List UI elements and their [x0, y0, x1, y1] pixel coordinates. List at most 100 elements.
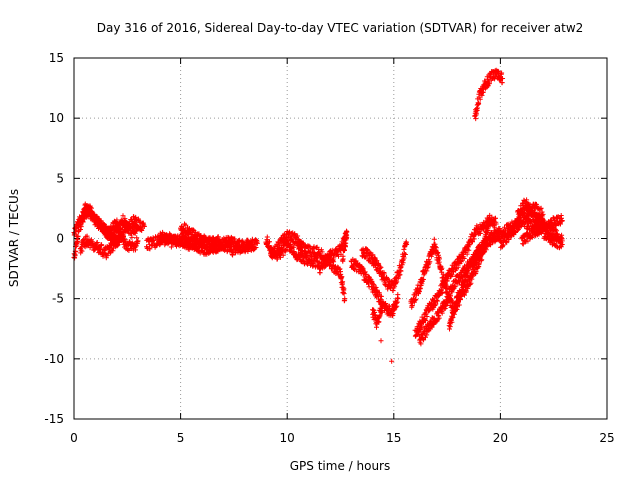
data-point — [127, 239, 133, 245]
data-point — [89, 205, 94, 211]
data-point — [280, 252, 286, 258]
data-point — [435, 250, 441, 255]
data-point — [558, 221, 563, 227]
data-point — [413, 297, 419, 303]
data-point — [479, 92, 485, 98]
data-point — [540, 229, 546, 235]
data-point — [306, 243, 312, 249]
data-point — [133, 243, 139, 249]
data-point — [88, 208, 94, 214]
data-point — [485, 227, 491, 233]
data-point — [464, 251, 470, 257]
data-point — [377, 312, 383, 318]
data-point — [121, 234, 126, 239]
chart-title: Day 316 of 2016, Sidereal Day-to-day VTE… — [97, 21, 584, 35]
data-point — [317, 270, 323, 276]
data-point — [360, 265, 366, 271]
data-point — [442, 278, 448, 284]
data-point — [439, 265, 445, 271]
data-point — [418, 341, 424, 347]
data-point — [559, 238, 565, 244]
data-point — [439, 310, 445, 316]
data-point — [471, 236, 477, 242]
data-point — [453, 305, 459, 311]
data-point — [92, 212, 98, 218]
data-point — [111, 245, 117, 251]
data-point — [168, 244, 174, 250]
data-point — [419, 324, 425, 330]
y-axis-label: SDTVAR / TECUs — [7, 189, 21, 287]
data-point — [451, 283, 457, 289]
data-point — [504, 240, 510, 246]
data-point — [449, 297, 455, 303]
data-point — [394, 279, 400, 285]
data-point — [135, 238, 141, 244]
data-point — [337, 266, 343, 272]
data-point — [253, 245, 259, 250]
data-point — [452, 284, 458, 290]
data-point — [463, 288, 469, 294]
data-point — [340, 248, 346, 254]
data-point — [129, 224, 135, 229]
x-tick-label: 10 — [280, 431, 295, 445]
data-point — [389, 358, 395, 364]
data-point — [398, 264, 404, 270]
y-tick-label: -15 — [44, 412, 64, 426]
data-point — [485, 76, 491, 82]
series-arc-20 — [408, 212, 499, 317]
data-point — [506, 237, 512, 242]
data-point — [267, 239, 272, 245]
series-arc-11 — [295, 236, 348, 304]
x-tick-label: 20 — [493, 431, 508, 445]
data-point — [483, 247, 489, 253]
data-point — [133, 247, 138, 253]
data-point — [367, 249, 373, 255]
data-point — [479, 257, 485, 263]
data-point — [362, 269, 368, 275]
data-point — [363, 254, 369, 260]
data-point — [390, 311, 396, 316]
data-point — [421, 337, 427, 343]
data-point — [493, 237, 498, 243]
data-point — [245, 249, 251, 254]
data-point — [515, 216, 521, 222]
data-point — [530, 207, 536, 213]
data-point — [371, 281, 377, 287]
data-point — [220, 242, 226, 248]
data-point — [254, 240, 260, 246]
data-point — [225, 247, 231, 253]
series-arc-4 — [103, 217, 141, 253]
series-arc-24 — [519, 219, 565, 247]
y-tick-label: 10 — [49, 111, 64, 125]
data-point — [509, 224, 515, 230]
data-point — [470, 239, 475, 245]
data-point — [288, 241, 294, 247]
data-point — [436, 315, 442, 321]
data-point — [378, 338, 384, 344]
plot-frame — [73, 57, 608, 420]
data-point — [481, 249, 487, 255]
data-point — [381, 271, 387, 277]
data-point — [466, 247, 472, 253]
data-point — [423, 311, 429, 317]
data-point — [378, 293, 384, 299]
data-point — [80, 219, 86, 225]
data-point — [492, 76, 498, 82]
data-point — [462, 278, 468, 284]
data-point — [417, 285, 423, 291]
series-arc-17 — [378, 338, 384, 344]
data-point — [133, 214, 139, 220]
data-point — [534, 203, 540, 209]
data-point — [278, 254, 283, 260]
data-point — [79, 248, 85, 254]
data-point — [340, 279, 346, 285]
data-point — [342, 242, 348, 248]
data-point — [141, 223, 147, 229]
data-point — [292, 231, 298, 237]
data-point — [492, 225, 498, 231]
data-point — [339, 274, 345, 280]
data-point — [395, 296, 401, 302]
data-point — [378, 264, 384, 270]
series-arc-16 — [389, 358, 395, 364]
